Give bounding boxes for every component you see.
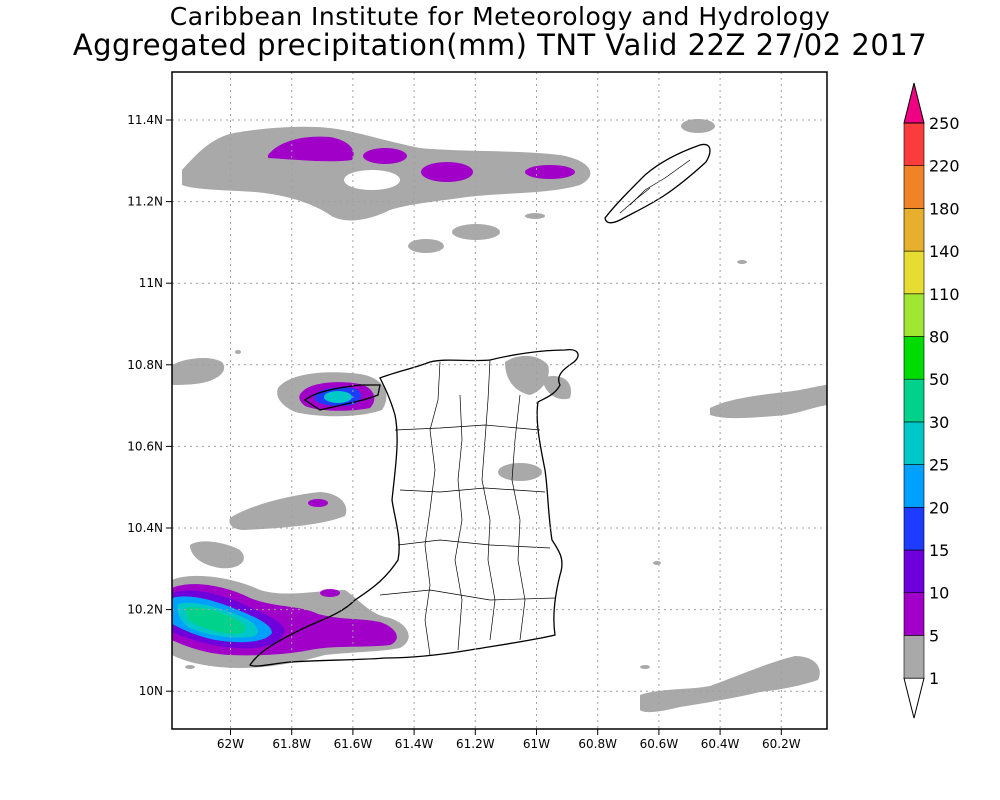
colorbar-box	[903, 635, 925, 679]
colorbar-label: 5	[929, 626, 939, 645]
x-axis: 62W 61.8W 61.6W 61.4W 61.2W 61W 60.8W 60.6W 60.4…	[217, 729, 801, 751]
x-tick-label: 60.8W	[578, 737, 617, 751]
y-tick-label: 11N	[139, 276, 163, 290]
colorbar-box	[903, 250, 925, 295]
colorbar-box	[903, 506, 925, 551]
colorbar-box	[903, 464, 925, 508]
precip-area-paria-cyan	[324, 391, 352, 403]
coastlines	[249, 143, 711, 667]
precip-area-gulf-purple-dot	[320, 589, 340, 597]
colorbar-label: 30	[929, 413, 949, 432]
precip-area-tobago-ne	[681, 119, 715, 133]
precip-area-central	[498, 463, 542, 481]
colorbar-box	[903, 378, 925, 423]
precip-area-north-blob-3	[525, 213, 545, 219]
colorbar-bottom-arrow	[903, 677, 925, 719]
colorbar-label: 110	[929, 285, 960, 304]
x-tick-label: 61.2W	[456, 737, 495, 751]
border-path	[629, 159, 691, 206]
colorbar-box	[903, 208, 925, 252]
x-tick-label: 60.6W	[640, 737, 679, 751]
precip-area-northeast-coast	[542, 376, 571, 400]
colorbar-box	[903, 549, 925, 594]
x-tick-label: 61.6W	[334, 737, 373, 751]
colorbar-label: 80	[929, 328, 949, 347]
precip-area-southeast	[640, 656, 820, 713]
border-path	[619, 187, 651, 214]
colorbar-box	[903, 421, 925, 465]
y-tick-label: 10.4N	[127, 521, 163, 535]
colorbar-top-arrow	[903, 82, 925, 124]
x-tick-label: 61.4W	[395, 737, 434, 751]
colorbar-label: 1	[929, 669, 939, 688]
colorbar-label: 50	[929, 370, 949, 389]
paria-peninsula-west	[303, 384, 381, 411]
gridlines	[172, 72, 827, 729]
x-tick-label: 61W	[523, 737, 550, 751]
border-path	[394, 424, 541, 431]
colorbar-box	[903, 336, 925, 380]
precip-area-tiny-2	[235, 350, 241, 354]
colorbar-box	[903, 165, 925, 209]
border-path	[424, 361, 441, 656]
precip-area-north-blob-2	[452, 224, 500, 240]
y-tick-label: 10.2N	[127, 603, 163, 617]
precip-area-southwest-blob	[190, 541, 244, 569]
precip-area-tiny-4	[640, 665, 650, 669]
y-tick-label: 10N	[139, 684, 163, 698]
precip-area-tiny-3	[653, 561, 661, 565]
border-path	[397, 539, 551, 549]
county-borders	[379, 159, 691, 656]
colorbar-label: 10	[929, 584, 949, 603]
chart-subtitle: Aggregated precipitation(mm) TNT Valid 2…	[72, 28, 928, 62]
x-tick-label: 60.2W	[762, 737, 801, 751]
x-tick-label: 61.8W	[272, 737, 311, 751]
y-axis: 11.4N 11.2N 11N 10.8N 10.6N 10.4N 10.2N 10N	[127, 113, 172, 698]
precipitation-layer	[172, 119, 827, 713]
y-tick-label: 10.8N	[127, 358, 163, 372]
x-tick-label: 62W	[217, 737, 244, 751]
border-path	[511, 394, 526, 641]
colorbar-label: 220	[929, 157, 960, 176]
precip-gap-north	[344, 170, 400, 190]
border-path	[481, 359, 496, 641]
y-tick-label: 11.4N	[127, 113, 163, 127]
border-path	[379, 589, 556, 601]
border-path	[454, 394, 463, 651]
colorbar-label: 180	[929, 199, 960, 218]
precip-area-tiny-5	[185, 665, 195, 669]
precip-area-east-band	[710, 385, 827, 419]
colorbar-label: 25	[929, 456, 949, 475]
colorbar-box	[903, 293, 925, 337]
tobago-coastline	[604, 143, 711, 224]
precip-area-north-purple-1	[268, 136, 354, 162]
y-tick-label: 10.6N	[127, 439, 163, 453]
colorbar-label: 250	[929, 114, 960, 133]
chart-title: Caribbean Institute for Meteorology and …	[169, 2, 831, 31]
precip-area-tiny-1	[737, 260, 747, 264]
x-tick-label: 60.4W	[701, 737, 740, 751]
colorbar-label: 140	[929, 242, 960, 261]
precip-area-north-purple-3	[421, 162, 473, 182]
precip-area-north-purple-4	[525, 165, 575, 179]
precip-area-north-purple-2	[363, 148, 407, 164]
precip-area-northeast-land	[505, 355, 549, 395]
colorbar-label: 15	[929, 541, 949, 560]
colorbar-box	[903, 592, 925, 636]
precip-area-north-blob-1	[408, 239, 444, 253]
colorbar-box	[903, 122, 925, 167]
colorbar-label: 20	[929, 498, 949, 517]
border-path	[399, 487, 546, 493]
plot-frame	[171, 71, 828, 730]
y-tick-label: 11.2N	[127, 195, 163, 209]
precip-area-southwest-purple-dot	[308, 499, 328, 507]
trinidad-coastline	[249, 349, 579, 667]
precip-area-gulf-green	[185, 607, 246, 634]
